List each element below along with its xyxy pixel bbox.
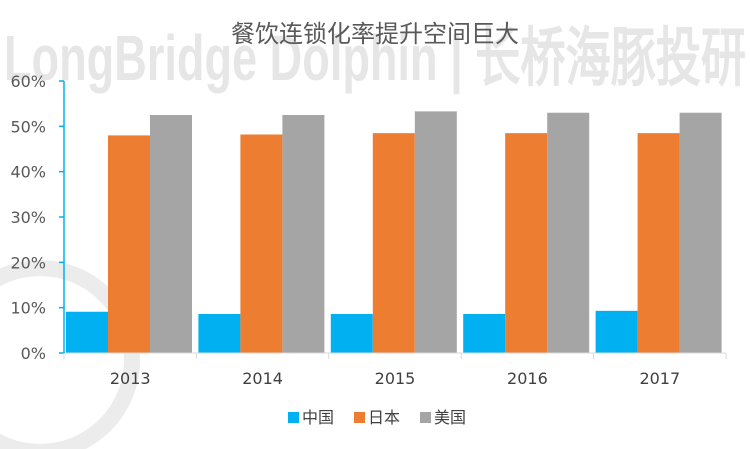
y-axis-labels: 0% 10% 20% 30% 40% 50% 60% [10, 72, 46, 363]
y-tick-label: 30% [10, 208, 46, 227]
bar-2015-2 [414, 111, 457, 353]
x-axis-labels: 2013 2014 2015 2016 2017 [110, 369, 680, 388]
bar-2013-2 [150, 115, 192, 353]
bars [66, 111, 722, 353]
bar-2014-2 [282, 115, 325, 353]
chart-title: 餐饮连锁化率提升空间巨大 [231, 20, 519, 48]
watermark-layer: LongBridge Dolphin | 长桥海豚投研 [0, 22, 746, 449]
y-tick-label: 60% [10, 72, 46, 91]
x-axis-ticks [63, 353, 727, 359]
bar-2017-1 [637, 133, 680, 353]
bar-2013-0 [66, 311, 108, 353]
bar-2017-0 [595, 310, 638, 353]
watermark-text: LongBridge Dolphin | 长桥海豚投研 [4, 22, 746, 95]
legend: 中国 日本 美国 [288, 408, 466, 427]
x-tick-label: 2013 [110, 369, 151, 388]
legend-swatch [420, 412, 431, 423]
legend-label: 美国 [434, 408, 466, 427]
bar-2016-1 [505, 133, 548, 353]
legend-label: 中国 [302, 408, 334, 427]
bar-2016-2 [547, 112, 590, 353]
x-tick-label: 2014 [242, 369, 283, 388]
bar-2017-2 [679, 112, 722, 353]
x-tick-label: 2016 [507, 369, 548, 388]
x-tick-label: 2017 [639, 369, 680, 388]
y-tick-label: 50% [10, 117, 46, 136]
y-axis-ticks [59, 80, 64, 354]
y-tick-label: 10% [10, 299, 46, 318]
bar-2015-1 [372, 133, 415, 353]
bar-2016-0 [463, 314, 506, 353]
y-tick-label: 0% [21, 344, 46, 363]
y-tick-label: 20% [10, 253, 46, 272]
bar-2014-1 [240, 134, 283, 353]
y-tick-label: 40% [10, 163, 46, 182]
bar-2015-0 [330, 314, 373, 353]
legend-swatch [354, 412, 365, 423]
legend-label: 日本 [368, 408, 400, 427]
legend-swatch [288, 412, 299, 423]
bar-2014-0 [198, 314, 241, 353]
x-tick-label: 2015 [375, 369, 416, 388]
watermark-logo [0, 260, 140, 449]
bar-2013-1 [108, 135, 150, 353]
